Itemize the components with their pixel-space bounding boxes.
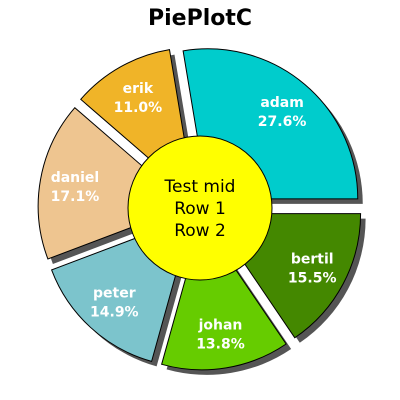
slice-label-adam: adam bbox=[260, 95, 304, 111]
slice-percent-peter: 14.9% bbox=[90, 305, 139, 321]
pie-slice-daniel bbox=[37, 106, 190, 260]
chart-title: PiePlotC bbox=[147, 6, 253, 31]
slice-percent-bertil: 15.5% bbox=[288, 270, 337, 286]
slice-label-bertil: bertil bbox=[291, 251, 334, 267]
slice-label-daniel: daniel bbox=[51, 170, 100, 186]
slice-percent-adam: 27.6% bbox=[258, 114, 307, 130]
slice-percent-daniel: 17.1% bbox=[51, 189, 100, 205]
slice-label-erik: erik bbox=[123, 81, 154, 97]
slice-percent-johan: 13.8% bbox=[196, 336, 245, 352]
center-text-line-1: Test mid bbox=[164, 177, 236, 197]
center-text-line-3: Row 2 bbox=[174, 221, 226, 241]
center-disc bbox=[127, 135, 273, 281]
slice-labels: adam 27.6% erik 11.0% daniel 17.1% peter 14.9% j… bbox=[51, 81, 337, 352]
slice-percent-erik: 11.0% bbox=[114, 100, 163, 116]
slice-label-peter: peter bbox=[93, 286, 136, 302]
slice-label-johan: johan bbox=[198, 317, 243, 333]
center-text-line-2: Row 1 bbox=[174, 199, 226, 219]
